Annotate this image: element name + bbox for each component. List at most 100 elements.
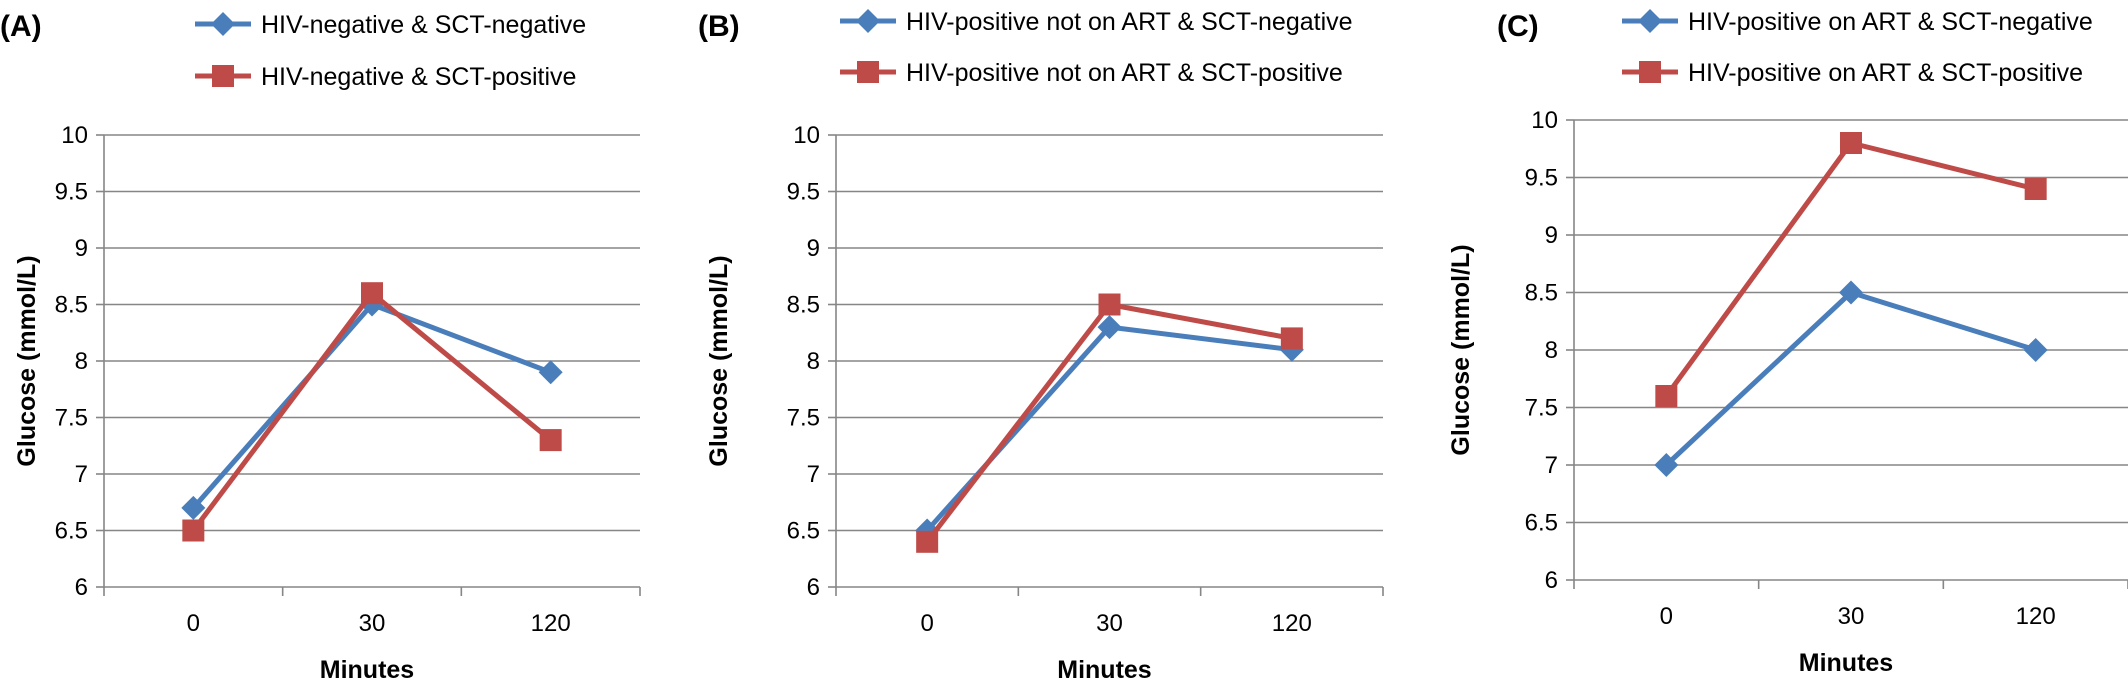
x-tick-label: 30 <box>359 610 386 637</box>
diamond-marker-icon <box>856 9 880 33</box>
square-marker-icon <box>212 65 234 87</box>
legend-entry: HIV-positive on ART & SCT-positive <box>1622 59 2083 87</box>
data-point <box>182 519 205 542</box>
series-2 <box>182 282 562 542</box>
series-line <box>191 290 553 533</box>
y-tick-label: 6.5 <box>787 518 820 545</box>
data-point <box>361 282 383 305</box>
y-axis-title: Glucose (mmol/L) <box>705 255 733 466</box>
x-tick-labels: 0 30 120 <box>1660 603 2056 630</box>
x-tick-label: 0 <box>1660 603 1673 630</box>
y-tick-label: 8.5 <box>787 292 820 319</box>
y-tick-label: 9 <box>807 235 820 262</box>
y-tick-label: 8 <box>75 348 88 375</box>
data-point <box>538 360 563 385</box>
data-point <box>1280 327 1303 350</box>
y-tick-label: 7 <box>1545 452 1558 479</box>
y-axis-title: Glucose (mmol/L) <box>13 255 41 466</box>
y-tick-label: 9.5 <box>55 179 88 206</box>
y-tick-labels: 6 6.5 7 7.5 8 8.5 9 9.5 10 <box>55 122 88 601</box>
y-tick-label: 10 <box>793 122 820 149</box>
x-tick-label: 120 <box>531 610 571 637</box>
y-tick-label: 7.5 <box>1525 395 1558 422</box>
legend-entry: HIV-positive on ART & SCT-negative <box>1622 8 2093 36</box>
y-tick-label: 7.5 <box>55 405 88 432</box>
legend-label: HIV-positive not on ART & SCT-positive <box>906 59 1343 87</box>
series-2 <box>916 293 1303 553</box>
y-tick-label: 8 <box>1545 337 1558 364</box>
y-tick-label: 9 <box>75 235 88 262</box>
y-tick-label: 7 <box>75 461 88 488</box>
series-line <box>191 302 552 510</box>
data-point <box>539 429 562 452</box>
legend-label: HIV-positive on ART & SCT-positive <box>1688 59 2083 87</box>
y-tick-label: 6 <box>1545 567 1558 594</box>
y-tick-label: 8.5 <box>55 292 88 319</box>
square-marker-icon <box>1639 61 1661 83</box>
legend: HIV-positive on ART & SCT-negative HIV-po… <box>1622 8 2093 87</box>
panel-label: (A) <box>0 10 42 43</box>
data-point <box>1097 315 1122 340</box>
legend-entry: HIV-positive not on ART & SCT-negative <box>840 8 1353 36</box>
panel-label: (C) <box>1497 10 1539 43</box>
y-tick-label: 6.5 <box>1525 510 1558 537</box>
legend-label: HIV-negative & SCT-positive <box>261 63 576 91</box>
data-point <box>1098 293 1121 316</box>
y-tick-labels: 6 6.5 7 7.5 8 8.5 9 9.5 10 <box>1525 107 1558 594</box>
x-axis-title: Minutes <box>320 656 414 684</box>
series-line <box>925 324 1293 533</box>
x-tick-labels: 0 30 120 <box>187 610 571 637</box>
series-1 <box>915 315 1304 543</box>
y-tick-label: 7.5 <box>787 405 820 432</box>
y-tick-label: 9.5 <box>1525 165 1558 192</box>
x-axis-title: Minutes <box>1799 649 1893 677</box>
legend-entry: HIV-negative & SCT-positive <box>195 63 576 91</box>
series-1 <box>1654 280 2048 477</box>
y-tick-label: 7 <box>807 461 820 488</box>
data-point <box>916 530 939 553</box>
x-tick-label: 30 <box>1838 603 1865 630</box>
diamond-marker-icon <box>211 12 235 36</box>
legend-label: HIV-positive not on ART & SCT-negative <box>906 8 1353 36</box>
series-line <box>1664 140 2037 398</box>
x-tick-labels: 0 30 120 <box>920 610 1311 637</box>
y-tick-label: 9 <box>1545 222 1558 249</box>
x-axis-title: Minutes <box>1057 656 1151 684</box>
y-tick-label: 10 <box>1531 107 1558 134</box>
legend: HIV-positive not on ART & SCT-negative HI… <box>840 8 1353 87</box>
x-tick-label: 120 <box>1272 610 1312 637</box>
x-tick-label: 0 <box>920 610 933 637</box>
panel-b: (B) HIV-positive not on ART & SCT-negativ… <box>698 8 1384 684</box>
data-point <box>1654 453 1679 477</box>
y-tick-label: 8 <box>807 348 820 375</box>
y-tick-label: 6 <box>75 574 88 601</box>
panel-label: (B) <box>698 10 740 43</box>
data-point <box>1840 132 1862 154</box>
gridlines <box>96 134 640 588</box>
y-tick-label: 9.5 <box>787 179 820 206</box>
series-line <box>925 302 1293 544</box>
legend-entry: HIV-positive not on ART & SCT-positive <box>840 59 1343 87</box>
data-point <box>1655 385 1678 407</box>
y-tick-labels: 6 6.5 7 7.5 8 8.5 9 9.5 10 <box>787 122 820 601</box>
panel-a: (A) HIV-negative & SCT-negativeHIV-negati… <box>0 10 641 684</box>
data-point <box>181 495 206 520</box>
data-point <box>1839 280 1863 305</box>
legend-label: HIV-positive on ART & SCT-negative <box>1688 8 2093 36</box>
y-tick-label: 6 <box>807 574 820 601</box>
x-tick-label: 120 <box>2016 603 2056 630</box>
legend-entry: HIV-negative & SCT-negative <box>195 11 586 39</box>
data-point <box>2023 338 2048 362</box>
y-tick-label: 8.5 <box>1525 280 1558 307</box>
series-1 <box>181 292 563 520</box>
legend-label: HIV-negative & SCT-negative <box>261 11 586 39</box>
data-point <box>2024 178 2047 200</box>
y-tick-label: 10 <box>61 122 88 149</box>
series-2 <box>1655 132 2047 407</box>
x-tick-label: 30 <box>1096 610 1123 637</box>
y-axis-title: Glucose (mmol/L) <box>1447 244 1475 455</box>
y-tick-label: 6.5 <box>55 518 88 545</box>
square-marker-icon <box>857 61 879 83</box>
legend: HIV-negative & SCT-negative HIV-negative … <box>195 11 586 91</box>
